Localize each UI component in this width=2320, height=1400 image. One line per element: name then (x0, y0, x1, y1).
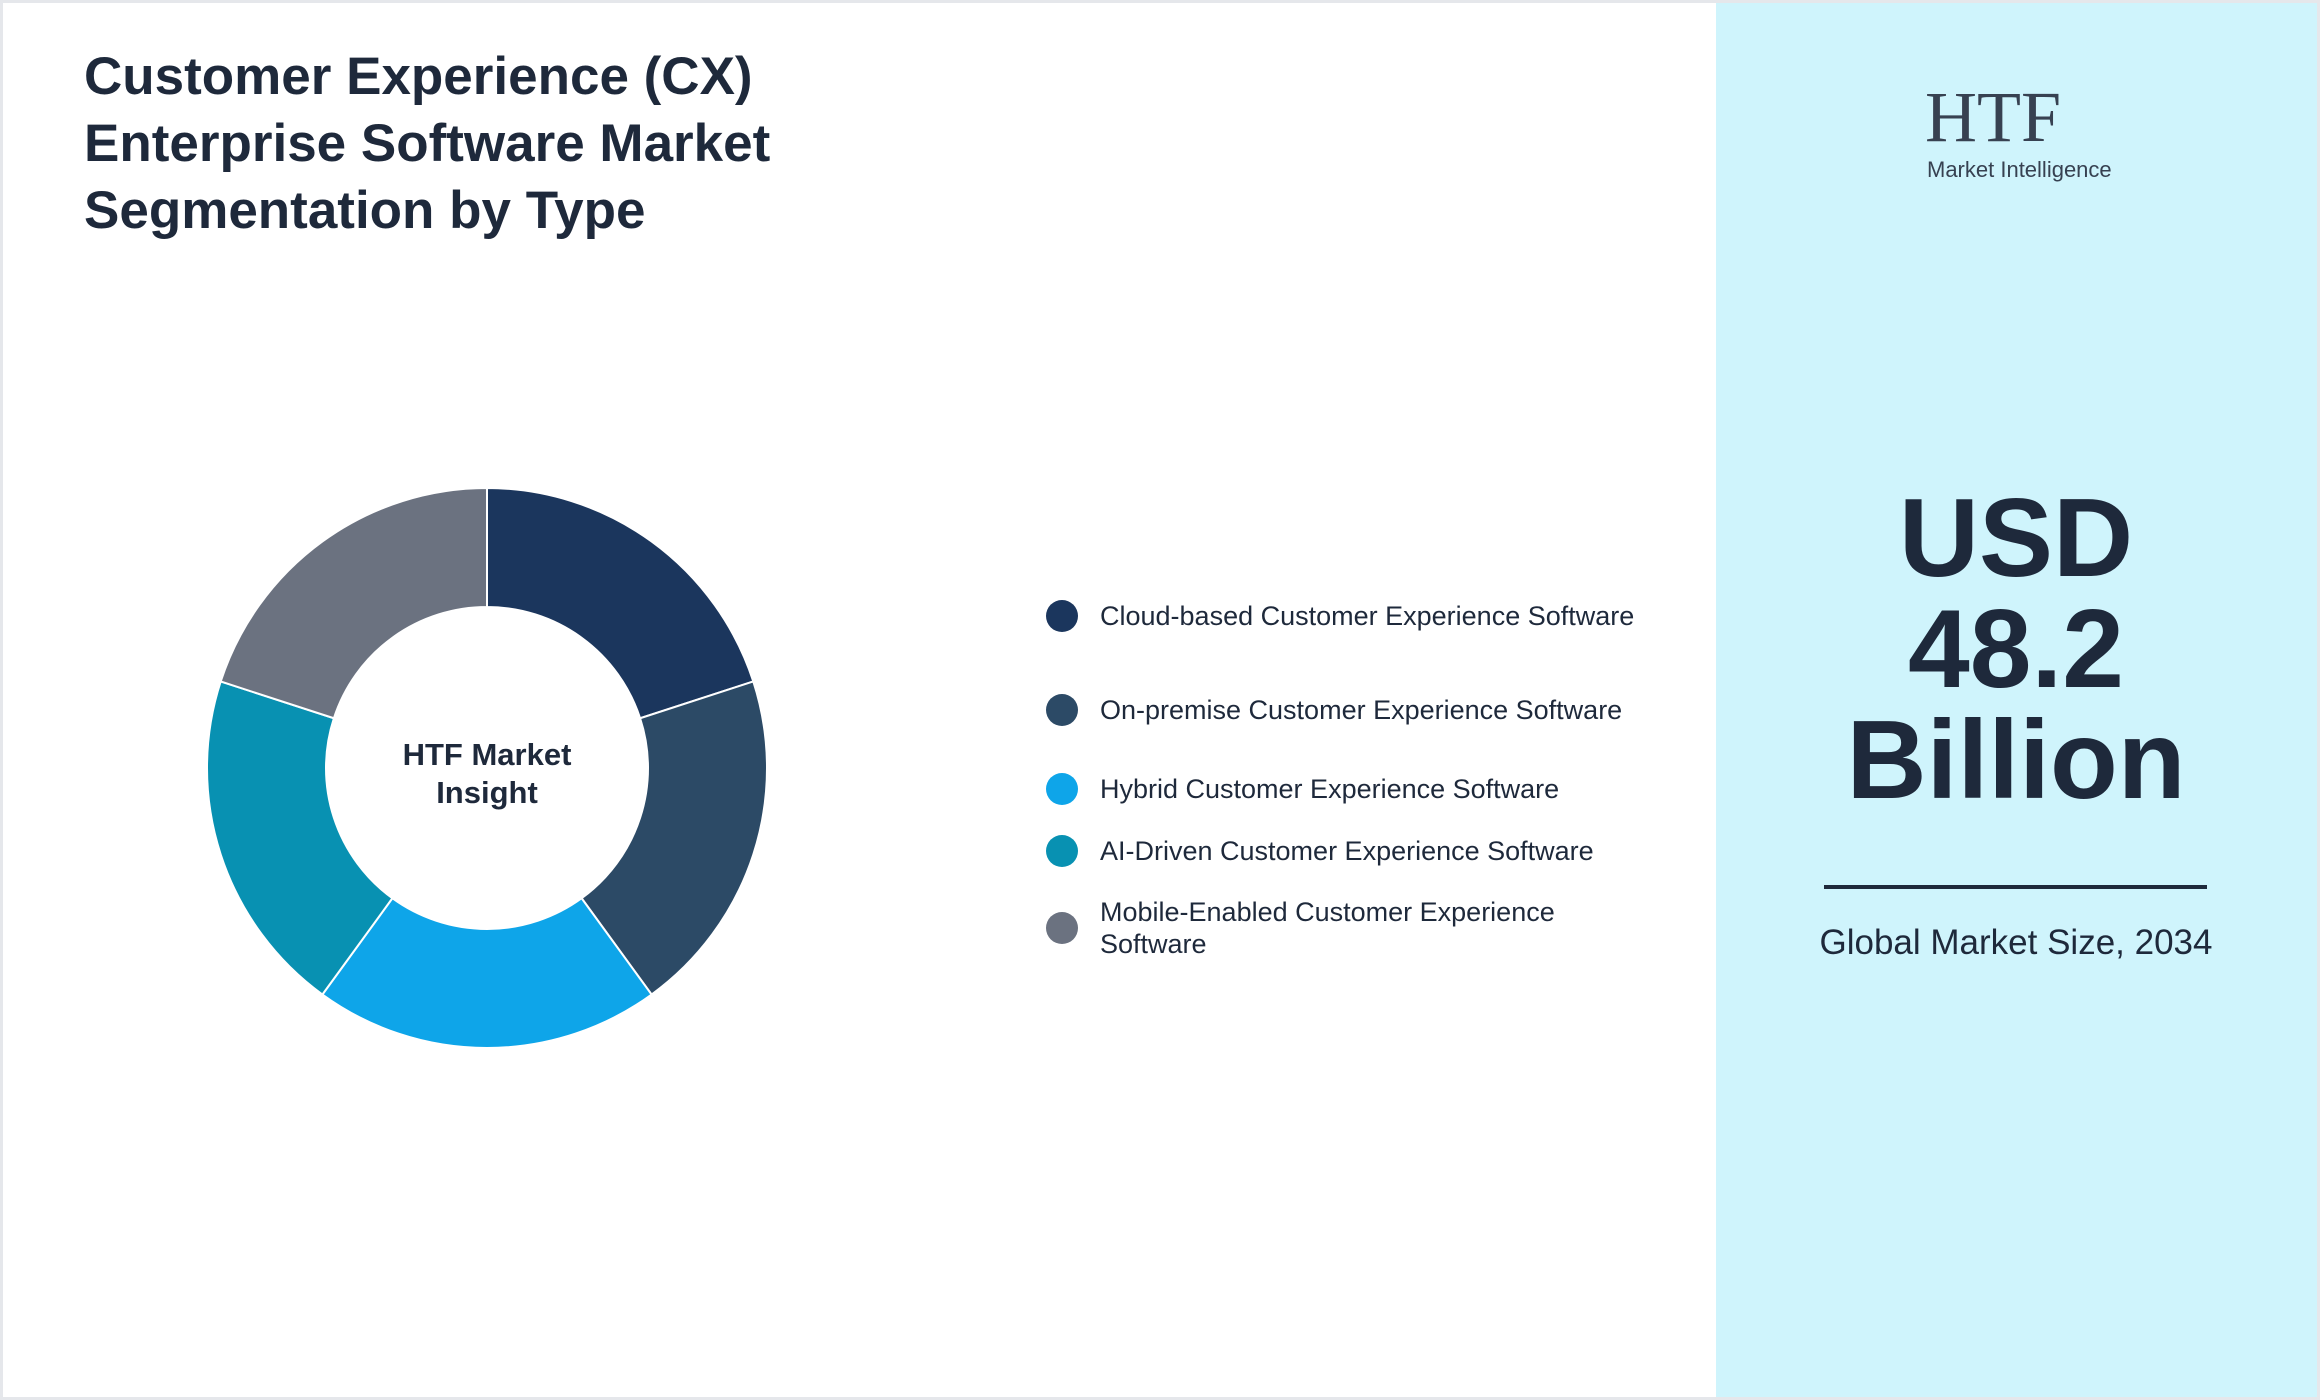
chart-title: Customer Experience (CX) Enterprise Soft… (84, 47, 771, 240)
legend-label: Cloud-based Customer Experience Software (1100, 601, 1635, 631)
logo-brand: HTF (1925, 77, 2062, 157)
donut-slice (219, 486, 488, 720)
market-size-caption: Global Market Size, 2034 (1819, 923, 2213, 962)
divider (1824, 885, 2207, 889)
legend-swatch (1046, 694, 1078, 726)
market-size: USD 48.2 Billion (1846, 476, 2186, 822)
legend-swatch (1046, 912, 1078, 944)
donut-slice (486, 486, 755, 720)
legend-label: AI-Driven Customer Experience Software (1100, 836, 1594, 866)
legend-label: Mobile-Enabled Customer Experience Softw… (1100, 897, 1555, 959)
legend-label: Hybrid Customer Experience Software (1100, 774, 1560, 804)
legend-swatch (1046, 835, 1078, 867)
side-panel (1716, 3, 2317, 1397)
chart: HTF Market Insight (206, 486, 1078, 1050)
logo-tagline: Market Intelligence (1927, 157, 2112, 182)
legend-swatch (1046, 773, 1078, 805)
legend-swatch (1046, 600, 1078, 632)
donut-slice (580, 680, 768, 996)
legend-label: On-premise Customer Experience Software (1100, 695, 1623, 725)
donut-slice (206, 680, 394, 996)
center-label: HTF Market Insight (403, 737, 572, 810)
donut-slice (321, 896, 653, 1050)
